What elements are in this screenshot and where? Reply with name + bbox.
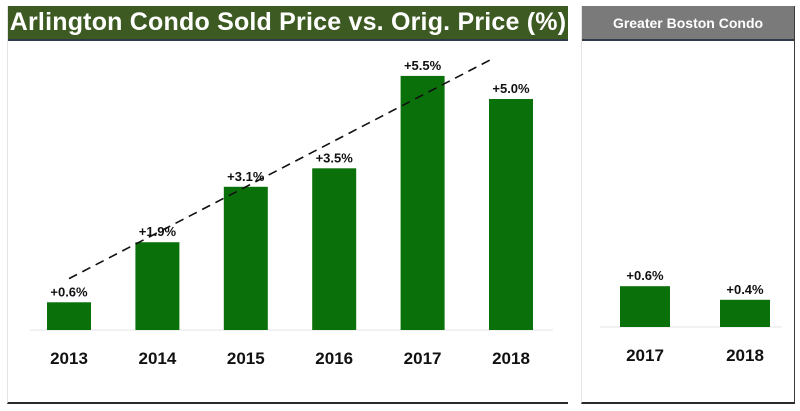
data-label-2014: +1.9% [139, 224, 177, 239]
x-tick-label-2016: 2016 [315, 349, 353, 368]
data-label-2015: +3.1% [227, 169, 265, 184]
bar-2013 [47, 302, 91, 330]
data-label-2018: +5.0% [492, 81, 530, 96]
bar-2014 [135, 242, 180, 330]
arlington-chart-panel: Arlington Condo Sold Price vs. Orig. Pri… [7, 6, 568, 404]
bar-2018 [489, 99, 533, 330]
arlington-bar-chart: +0.6% 2013 +1.9% 2014 +3.1% 2015 +3.5% 2016 +5.5… [30, 58, 553, 368]
data-label-2013: +0.6% [50, 284, 88, 299]
x-tick-label-2014: 2014 [138, 349, 176, 368]
x-tick-label-2017: 2017 [626, 346, 664, 365]
data-label-2018: +0.4% [726, 282, 764, 297]
data-label-2017: +5.5% [404, 58, 442, 73]
bar-2016 [312, 168, 357, 330]
boston-chart-panel: Greater Boston Condo +0.6% 2017 +0.4% 2018 [581, 6, 795, 404]
bar-2018 [720, 299, 770, 327]
x-tick-label-2017: 2017 [404, 349, 442, 368]
data-label-2016: +3.5% [316, 150, 354, 165]
arlington-chart-title: Arlington Condo Sold Price vs. Orig. Pri… [8, 6, 568, 41]
bar-2017 [400, 75, 445, 331]
data-label-2017: +0.6% [626, 268, 664, 283]
bar-2015 [223, 186, 268, 330]
boston-bar-chart: +0.6% 2017 +0.4% 2018 [600, 268, 782, 365]
boston-chart-title: Greater Boston Condo [582, 6, 794, 41]
bar-2017 [620, 286, 670, 327]
x-tick-label-2018: 2018 [726, 346, 764, 365]
x-tick-label-2015: 2015 [227, 349, 265, 368]
x-tick-label-2018: 2018 [492, 349, 530, 368]
x-tick-label-2013: 2013 [50, 349, 88, 368]
trendline [68, 58, 492, 280]
